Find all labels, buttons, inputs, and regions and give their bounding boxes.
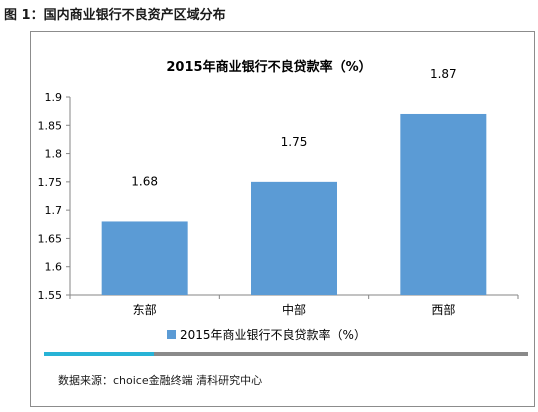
divider-accent-segment: [44, 352, 154, 356]
data-label: 1.75: [281, 135, 308, 149]
x-category-label: 东部: [133, 302, 157, 317]
data-source-note: 数据来源：choice金融终端 清科研究中心: [58, 374, 263, 387]
data-label: 1.87: [430, 67, 457, 81]
x-category-label: 西部: [431, 302, 455, 317]
data-label: 1.68: [131, 174, 158, 188]
bar-3: [400, 113, 487, 295]
y-tick-label: 1.55: [38, 289, 63, 302]
y-tick-label: 1.6: [45, 261, 63, 274]
figure-caption: 图 1：国内商业银行不良资产区域分布: [4, 8, 226, 23]
y-tick-label: 1.75: [38, 176, 63, 189]
bar-1: [101, 221, 188, 295]
bar-2: [251, 181, 337, 295]
y-tick-label: 1.8: [45, 148, 63, 161]
divider-bar: [44, 352, 528, 356]
x-category-label: 中部: [282, 302, 306, 317]
y-tick-label: 1.7: [45, 204, 63, 217]
legend-swatch: [167, 329, 176, 339]
legend-label: 2015年商业银行不良贷款率（%）: [180, 327, 366, 342]
y-tick-label: 1.65: [38, 232, 63, 245]
chart-legend: 2015年商业银行不良贷款率（%）: [167, 326, 366, 342]
bar-chart: 1.55 1.6 1.65 1.7 1.75 1.8 1.85 1.9 1.68 东部 1.75 中部…: [38, 67, 519, 317]
chart-title: 2015年商业银行不良贷款率（%）: [166, 60, 372, 75]
y-tick-label: 1.9: [45, 91, 63, 104]
y-tick-label: 1.85: [38, 119, 63, 132]
divider-gray-segment: [154, 352, 528, 356]
